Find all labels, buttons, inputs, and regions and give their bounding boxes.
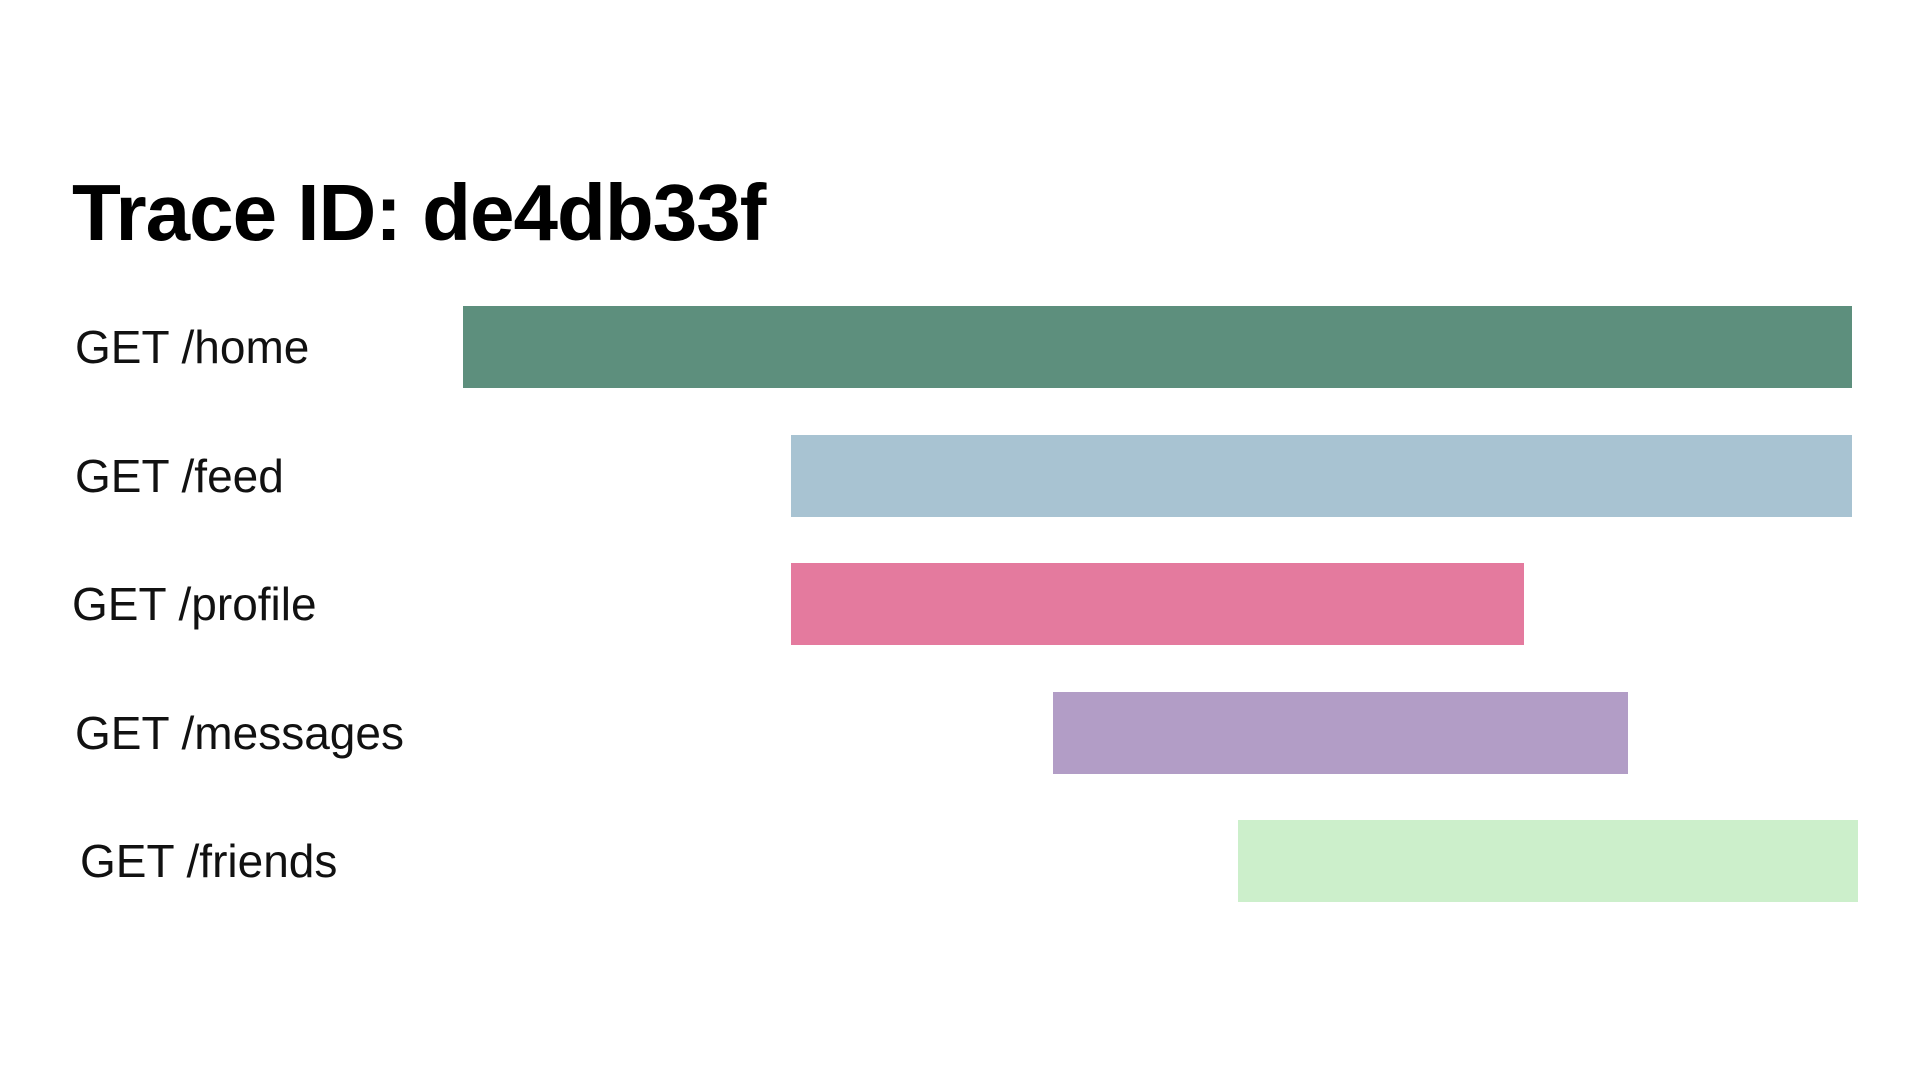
- span-bar-profile[interactable]: [790, 563, 1525, 645]
- span-bar-messages[interactable]: [1053, 691, 1629, 774]
- span-row: GET /home: [0, 306, 1920, 388]
- span-row: GET /friends: [0, 820, 1920, 902]
- span-label: GET /home: [75, 321, 310, 373]
- span-row: GET /profile: [0, 563, 1920, 645]
- span-bar-feed[interactable]: [790, 434, 1852, 517]
- span-bar-friends[interactable]: [1238, 820, 1858, 902]
- span-row: GET /feed: [0, 434, 1920, 517]
- trace-title: Trace ID: de4db33f: [72, 168, 766, 257]
- span-label: GET /profile: [72, 578, 317, 630]
- span-row: GET /messages: [0, 691, 1920, 774]
- span-label: GET /feed: [75, 449, 284, 502]
- span-label: GET /friends: [80, 835, 338, 887]
- span-label: GET /messages: [75, 706, 404, 759]
- span-bar-home[interactable]: [463, 306, 1852, 388]
